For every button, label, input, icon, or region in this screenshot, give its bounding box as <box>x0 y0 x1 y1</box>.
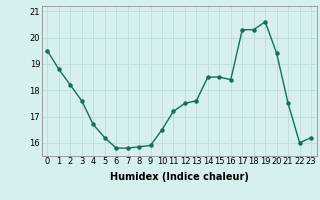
X-axis label: Humidex (Indice chaleur): Humidex (Indice chaleur) <box>110 172 249 182</box>
